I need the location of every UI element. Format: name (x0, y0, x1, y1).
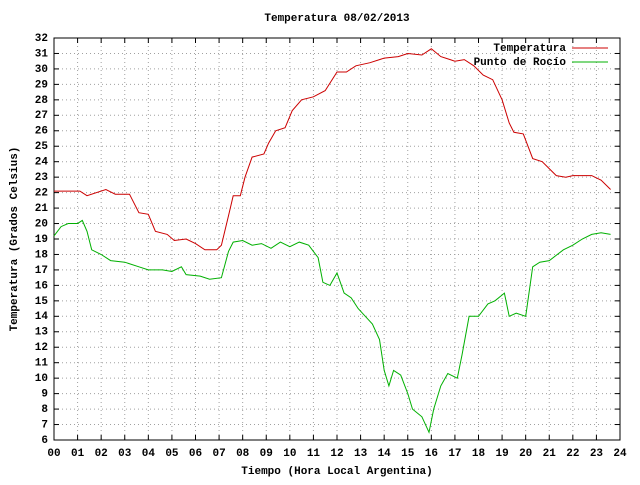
y-tick-label: 13 (35, 327, 49, 339)
y-tick-label: 6 (41, 435, 48, 447)
x-tick-label: 22 (566, 448, 579, 460)
x-tick-label: 15 (401, 448, 415, 460)
legend-label: Temperatura (493, 43, 566, 55)
y-tick-label: 28 (35, 95, 49, 107)
y-tick-label: 25 (35, 141, 49, 153)
x-tick-label: 21 (543, 448, 557, 460)
y-tick-label: 32 (35, 33, 48, 45)
y-tick-label: 31 (35, 48, 49, 60)
x-tick-label: 18 (472, 448, 486, 460)
y-tick-label: 20 (35, 218, 48, 230)
x-tick-label: 12 (330, 448, 343, 460)
x-tick-label: 00 (47, 448, 60, 460)
x-tick-label: 23 (590, 448, 604, 460)
x-tick-label: 09 (260, 448, 273, 460)
y-tick-label: 21 (35, 203, 49, 215)
y-tick-label: 15 (35, 296, 49, 308)
y-tick-label: 12 (35, 342, 48, 354)
x-tick-label: 07 (212, 448, 225, 460)
chart-title: Temperatura 08/02/2013 (264, 13, 410, 25)
y-tick-label: 22 (35, 188, 48, 200)
x-tick-label: 17 (448, 448, 461, 460)
x-tick-label: 02 (95, 448, 108, 460)
y-tick-label: 14 (35, 311, 49, 323)
y-tick-label: 29 (35, 79, 48, 91)
x-tick-label: 14 (378, 448, 392, 460)
y-axis-label: Temperatura (Grados Celsius) (9, 147, 21, 332)
x-tick-label: 04 (142, 448, 156, 460)
y-tick-label: 18 (35, 249, 49, 261)
y-tick-label: 11 (35, 358, 49, 370)
data-line (53, 219, 611, 434)
y-tick-label: 8 (41, 404, 48, 416)
legend-label: Punto de Rocío (474, 57, 567, 69)
x-tick-label: 24 (613, 448, 627, 460)
plot-border (53, 37, 621, 441)
x-tick-label: 08 (236, 448, 250, 460)
x-tick-label: 05 (165, 448, 179, 460)
y-tick-label: 26 (35, 126, 48, 138)
x-tick-label: 06 (189, 448, 202, 460)
y-tick-label: 9 (41, 389, 48, 401)
y-tick-label: 27 (35, 110, 48, 122)
data-line (54, 48, 611, 251)
x-tick-label: 10 (283, 448, 296, 460)
y-tick-label: 10 (35, 373, 48, 385)
y-tick-label: 30 (35, 64, 48, 76)
x-tick-label: 01 (71, 448, 85, 460)
x-tick-label: 03 (118, 448, 132, 460)
y-tick-label: 24 (35, 157, 49, 169)
y-tick-label: 19 (35, 234, 48, 246)
y-tick-label: 16 (35, 280, 48, 292)
y-tick-label: 7 (41, 419, 48, 431)
x-tick-label: 13 (354, 448, 368, 460)
x-tick-label: 20 (519, 448, 532, 460)
y-tick-label: 23 (35, 172, 49, 184)
x-tick-label: 16 (425, 448, 438, 460)
x-axis-label: Tiempo (Hora Local Argentina) (241, 466, 432, 478)
x-tick-label: 19 (495, 448, 508, 460)
y-tick-label: 17 (35, 265, 48, 277)
x-tick-label: 11 (307, 448, 321, 460)
